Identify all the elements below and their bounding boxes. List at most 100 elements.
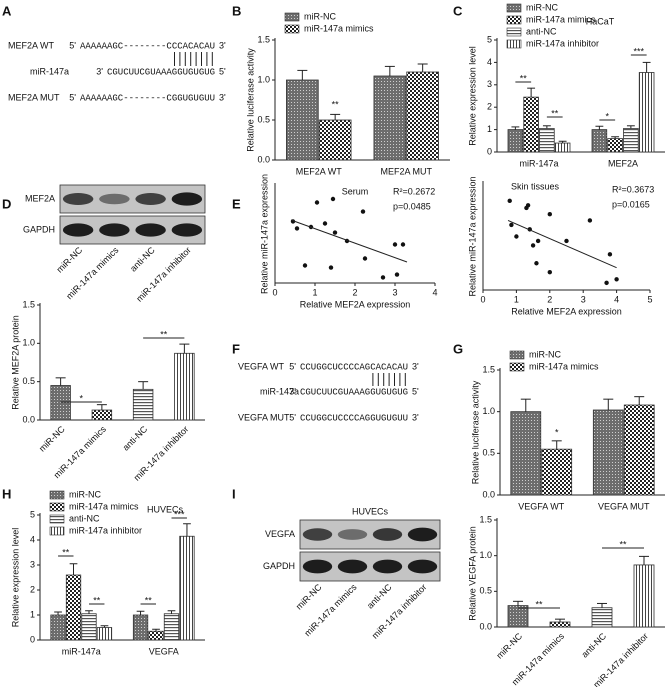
- error-bar: [611, 136, 620, 139]
- y-tick-label: 1.5: [482, 364, 495, 374]
- significance-label: *: [555, 427, 559, 437]
- chart-title: Serum: [342, 186, 369, 196]
- error-bar: [167, 610, 176, 614]
- significance-label: *: [79, 393, 83, 403]
- error-bar: [595, 125, 604, 130]
- point: [330, 196, 336, 202]
- error-bar: [179, 343, 190, 354]
- y-tick-label: 0.5: [482, 448, 495, 458]
- sequence-end: 5': [289, 361, 296, 371]
- y-tick-label: 3: [487, 79, 492, 89]
- x-tick-label: miR-147a: [62, 646, 101, 656]
- panel-letter: F: [232, 341, 240, 356]
- x-axis-label: Relative MEF2A expression: [300, 299, 411, 309]
- point: [392, 242, 398, 247]
- y-tick-label: 5: [30, 509, 35, 519]
- error-bar: [603, 398, 614, 410]
- significance-label: **: [160, 329, 168, 339]
- subtitle: HaCaT: [586, 16, 615, 26]
- significance-label: **: [551, 108, 559, 118]
- lane-label: anti-NC: [365, 582, 394, 611]
- bar: [607, 138, 623, 153]
- legend-label: anti-NC: [69, 513, 100, 523]
- y-axis-label: Relative miR-147a expression: [259, 174, 269, 294]
- panel-letter: D: [2, 196, 11, 211]
- x-tick-label: MEF2A MUT: [380, 166, 432, 176]
- bar: [507, 605, 529, 628]
- blot-row-label: VEGFA: [265, 529, 295, 539]
- significance-label: **: [520, 73, 528, 83]
- sequence-end: 5': [412, 386, 419, 396]
- y-tick-label: 0: [30, 634, 35, 644]
- error-bar: [597, 602, 607, 608]
- band: [99, 193, 130, 205]
- bar: [286, 79, 319, 161]
- y-axis-label: Relative miR-147a expression: [467, 176, 477, 296]
- blot-title: HUVECs: [352, 506, 389, 516]
- error-bar: [85, 610, 93, 614]
- sequence: CCUGGCUCCCCAGCACACAU: [300, 362, 408, 372]
- trend-line: [290, 219, 408, 263]
- y-axis-label: Relative expression level: [10, 528, 20, 628]
- legend-label: miR-147a mimics: [526, 14, 596, 24]
- x-tick-label: anti-NC: [121, 424, 150, 453]
- bar: [373, 75, 407, 161]
- y-tick-label: 0.0: [479, 621, 492, 631]
- bar: [591, 607, 613, 628]
- significance-label: **: [535, 599, 543, 609]
- legend-label: miR-147a mimics: [69, 501, 139, 511]
- blot-row-label: GAPDH: [263, 561, 295, 571]
- x-tick-label: 0: [480, 294, 485, 304]
- point: [302, 263, 308, 268]
- legend-swatch: [509, 362, 525, 372]
- bar: [592, 409, 624, 496]
- bar: [549, 621, 571, 628]
- panel-letter: G: [453, 341, 463, 356]
- error-bar: [100, 625, 109, 628]
- stat-label: R²=0.3673: [612, 184, 654, 194]
- bar: [554, 142, 571, 153]
- significance-label: **: [145, 595, 153, 605]
- x-tick-label: anti-NC: [579, 631, 608, 660]
- bar: [132, 388, 154, 421]
- sequence-end: 3': [412, 412, 419, 422]
- error-bar: [520, 398, 531, 412]
- error-bar: [54, 611, 62, 615]
- bar: [148, 630, 164, 641]
- error-bar: [138, 381, 149, 390]
- significance-label: **: [619, 539, 627, 549]
- band: [62, 192, 94, 206]
- bar: [523, 96, 539, 153]
- y-axis-label: Relative expression level: [467, 46, 477, 146]
- y-tick-label: 1.5: [479, 514, 492, 524]
- bar: [132, 614, 149, 641]
- error-bar: [626, 125, 635, 129]
- band: [171, 223, 203, 237]
- x-tick-label: 4: [432, 287, 437, 297]
- point: [564, 238, 569, 244]
- y-tick-label: 1.0: [257, 74, 270, 84]
- sequence-end: 3': [289, 386, 296, 396]
- point: [322, 221, 328, 226]
- sequence-end: 3': [96, 66, 103, 76]
- y-tick-label: 0: [487, 146, 492, 156]
- y-tick-label: 0.5: [257, 114, 270, 124]
- significance-label: **: [62, 547, 70, 557]
- trend-line: [507, 219, 617, 269]
- point: [394, 272, 400, 277]
- band: [337, 559, 368, 574]
- panel-letter: A: [2, 3, 12, 18]
- bar: [541, 448, 573, 496]
- bar: [623, 128, 639, 153]
- x-tick-label: 3: [392, 287, 397, 297]
- stat-label: p=0.0485: [393, 201, 431, 211]
- point: [514, 234, 519, 239]
- bar: [633, 564, 655, 628]
- y-axis-label: Relative VEGFA protein: [467, 526, 477, 621]
- sequence-name: VEGFA WT: [238, 361, 285, 371]
- x-tick-label: VEGFA WT: [518, 501, 565, 511]
- y-tick-label: 0.0: [22, 414, 35, 424]
- band: [302, 559, 333, 574]
- x-tick-label: miR-NC: [37, 424, 67, 454]
